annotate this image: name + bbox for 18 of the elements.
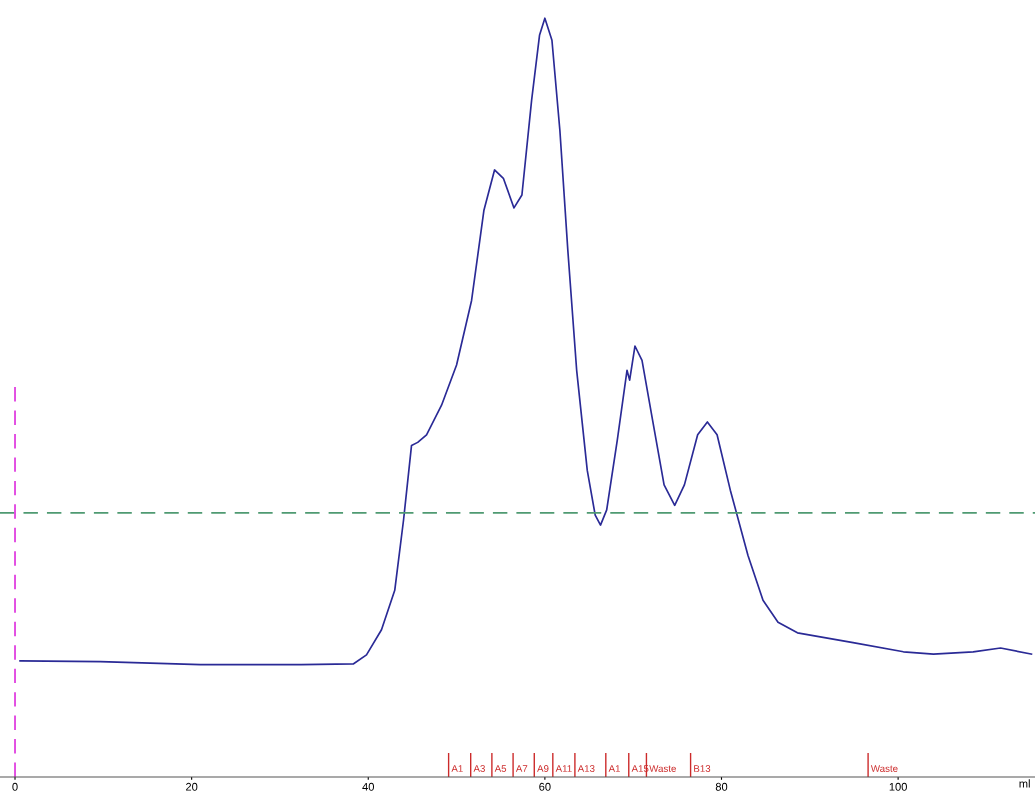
ref-line-label: A1 — [451, 765, 463, 772]
ref-line-label: Waste — [649, 765, 676, 772]
ref-line-label: A3 — [473, 765, 485, 772]
ref-line-label: A5 — [494, 765, 507, 772]
ref-line-label: A13 — [577, 765, 595, 772]
ref-line-label: Waste — [870, 765, 898, 772]
x-tick-label: 40 — [362, 782, 374, 791]
ref-line-label: A11 — [555, 765, 572, 772]
ref-line-label: A1 — [608, 765, 621, 772]
x-tick-label: 0 — [12, 782, 18, 791]
x-tick-label: 60 — [539, 782, 551, 791]
x-tick-label: 100 — [889, 782, 907, 791]
ref-line-label: A9 — [537, 765, 549, 772]
ref-line-label: A7 — [515, 765, 528, 772]
x-tick-label: 20 — [186, 782, 198, 791]
x-tick-label: 80 — [715, 782, 728, 791]
ref-line-label: B13 — [694, 765, 711, 772]
x-axis-title: ml — [1019, 779, 1030, 788]
